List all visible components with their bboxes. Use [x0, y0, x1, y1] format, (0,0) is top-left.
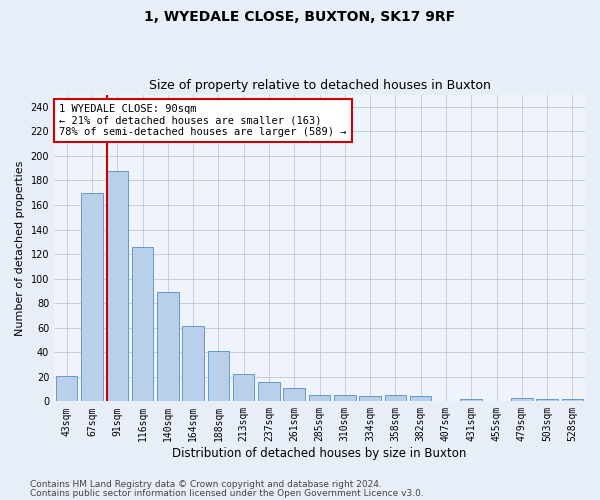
- Bar: [56, 376, 77, 402]
- Bar: [334, 395, 356, 402]
- Text: 1 WYEDALE CLOSE: 90sqm
← 21% of detached houses are smaller (163)
78% of semi-de: 1 WYEDALE CLOSE: 90sqm ← 21% of detached…: [59, 104, 347, 137]
- Bar: [562, 399, 583, 402]
- Y-axis label: Number of detached properties: Number of detached properties: [15, 160, 25, 336]
- Bar: [283, 388, 305, 402]
- Bar: [359, 396, 381, 402]
- X-axis label: Distribution of detached houses by size in Buxton: Distribution of detached houses by size …: [172, 447, 467, 460]
- Text: Contains public sector information licensed under the Open Government Licence v3: Contains public sector information licen…: [30, 488, 424, 498]
- Bar: [385, 395, 406, 402]
- Bar: [182, 326, 204, 402]
- Bar: [132, 246, 153, 402]
- Bar: [536, 399, 558, 402]
- Bar: [309, 395, 330, 402]
- Bar: [410, 396, 431, 402]
- Bar: [511, 398, 533, 402]
- Bar: [233, 374, 254, 402]
- Bar: [107, 170, 128, 402]
- Bar: [81, 192, 103, 402]
- Bar: [208, 351, 229, 402]
- Text: Contains HM Land Registry data © Crown copyright and database right 2024.: Contains HM Land Registry data © Crown c…: [30, 480, 382, 489]
- Bar: [258, 382, 280, 402]
- Bar: [460, 399, 482, 402]
- Text: 1, WYEDALE CLOSE, BUXTON, SK17 9RF: 1, WYEDALE CLOSE, BUXTON, SK17 9RF: [145, 10, 455, 24]
- Title: Size of property relative to detached houses in Buxton: Size of property relative to detached ho…: [149, 79, 490, 92]
- Bar: [157, 292, 179, 402]
